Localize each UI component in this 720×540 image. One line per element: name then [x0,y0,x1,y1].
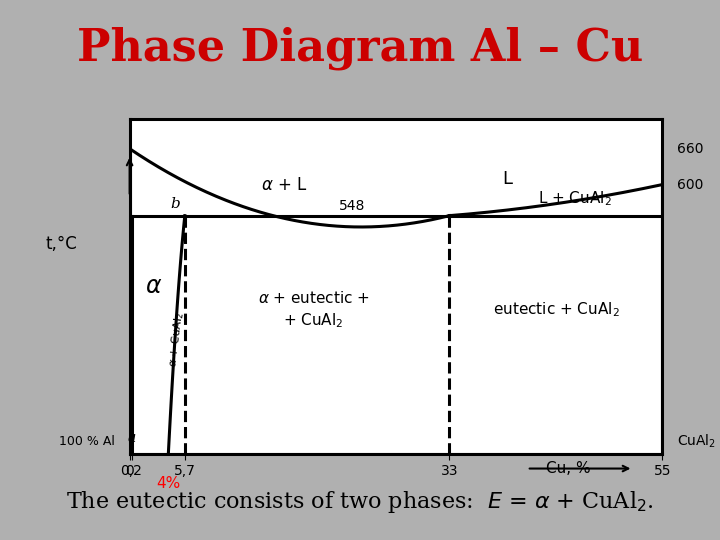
Text: L: L [503,170,513,187]
Text: 660: 660 [677,141,703,156]
Text: 4%: 4% [156,476,181,491]
Text: Phase Diagram Al – Cu: Phase Diagram Al – Cu [77,27,643,70]
Text: 100 % Al: 100 % Al [59,435,115,448]
Text: $\alpha$ + L: $\alpha$ + L [261,176,308,193]
Text: 600: 600 [677,178,703,192]
Text: L + CuAl$_2$: L + CuAl$_2$ [539,189,612,208]
Text: 548: 548 [339,199,366,213]
Text: $\alpha$ + eutectic +
+ CuAl$_2$: $\alpha$ + eutectic + + CuAl$_2$ [258,290,369,330]
Text: t,°C: t,°C [46,235,78,253]
Text: eutectic + CuAl$_2$: eutectic + CuAl$_2$ [492,301,619,320]
Text: CuAl$_2$: CuAl$_2$ [677,433,716,450]
Text: $\alpha$ + CuAl$_2$: $\alpha$ + CuAl$_2$ [166,312,186,368]
Text: a: a [127,430,135,444]
Text: b: b [170,198,180,212]
Text: The eutectic consists of two phases:  $E$ = $\alpha$ + CuAl$_2$.: The eutectic consists of two phases: $E$… [66,489,654,515]
Text: $\alpha$: $\alpha$ [145,275,163,298]
Text: Cu, %: Cu, % [546,461,591,476]
